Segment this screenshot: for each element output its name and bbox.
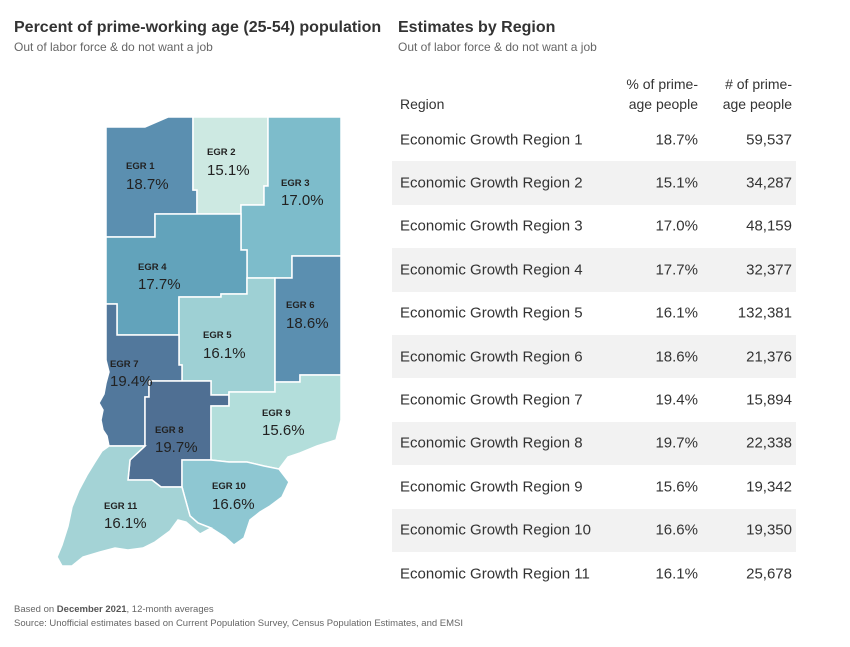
table-row: Economic Growth Region 7 19.4% 15,894: [392, 378, 796, 421]
cell-region: Economic Growth Region 7: [400, 391, 583, 409]
cell-pct: 19.7%: [655, 434, 698, 452]
egr-4-code-label: EGR 4: [138, 262, 167, 273]
cell-pct: 15.6%: [655, 478, 698, 496]
cell-num: 19,342: [746, 478, 792, 496]
cell-num: 25,678: [746, 565, 792, 583]
egr-10-code-label: EGR 10: [212, 481, 246, 492]
egr-4-pct-label: 17.7%: [138, 276, 181, 293]
table-row: Economic Growth Region 8 19.7% 22,338: [392, 421, 796, 466]
egr-7-code-label: EGR 7: [110, 359, 139, 370]
cell-region: Economic Growth Region 5: [400, 304, 583, 322]
table-row: Economic Growth Region 9 15.6% 19,342: [392, 465, 796, 508]
header-num-line2: age people: [722, 96, 792, 112]
egr-10-pct-label: 16.6%: [212, 496, 255, 513]
header-pct-line2: age people: [628, 96, 698, 112]
cell-pct: 16.1%: [655, 304, 698, 322]
cell-region: Economic Growth Region 3: [400, 217, 583, 235]
egr-5-pct-label: 16.1%: [203, 345, 246, 362]
table-title: Estimates by Region: [398, 19, 556, 36]
table-row: Economic Growth Region 11 16.1% 25,678: [392, 552, 796, 595]
egr-3-code-label: EGR 3: [281, 178, 310, 189]
header-region: Region: [400, 96, 445, 112]
cell-region: Economic Growth Region 8: [400, 434, 583, 452]
egr-6-code-label: EGR 6: [286, 300, 315, 311]
cell-num: 19,350: [746, 521, 792, 539]
header-pct-line1: % of prime-: [626, 76, 698, 92]
cell-region: Economic Growth Region 6: [400, 348, 583, 366]
table-subtitle: Out of labor force & do not want a job: [398, 40, 597, 54]
footer-based-on-date: December 2021: [56, 604, 127, 615]
cell-num: 21,376: [746, 348, 792, 366]
egr-2-code-label: EGR 2: [207, 147, 236, 158]
header-num-line1: # of prime-: [725, 76, 792, 92]
cell-pct: 19.4%: [655, 391, 698, 409]
cell-pct: 15.1%: [655, 174, 698, 192]
cell-pct: 17.0%: [655, 217, 698, 235]
egr-8-code-label: EGR 8: [155, 425, 184, 436]
egr-5-code-label: EGR 5: [203, 330, 232, 341]
cell-num: 32,377: [746, 261, 792, 279]
cell-pct: 16.6%: [655, 521, 698, 539]
table-row: Economic Growth Region 1 18.7% 59,537: [392, 118, 796, 161]
egr-8-pct-label: 19.7%: [155, 439, 198, 456]
cell-pct: 18.7%: [655, 131, 698, 149]
egr-1-code-label: EGR 1: [126, 161, 155, 172]
footer-based-on-prefix: Based on: [14, 604, 57, 615]
egr-7-pct-label: 19.4%: [110, 373, 153, 390]
table-row: Economic Growth Region 2 15.1% 34,287: [392, 161, 796, 205]
cell-num: 48,159: [746, 217, 792, 235]
footer-based-on: Based on December 2021, 12-month average…: [14, 604, 214, 615]
cell-num: 15,894: [746, 391, 792, 409]
cell-pct: 16.1%: [655, 565, 698, 583]
table-row: Economic Growth Region 4 17.7% 32,377: [392, 248, 796, 292]
egr-11-code-label: EGR 11: [104, 501, 138, 512]
egr-2-pct-label: 15.1%: [207, 162, 250, 179]
egr-11-pct-label: 16.1%: [104, 515, 147, 532]
table-row: Economic Growth Region 3 17.0% 48,159: [392, 205, 796, 248]
cell-num: 132,381: [737, 304, 792, 322]
table-body: Economic Growth Region 1 18.7% 59,537 Econo…: [392, 118, 796, 595]
cell-region: Economic Growth Region 9: [400, 478, 583, 496]
cell-region: Economic Growth Region 11: [400, 565, 590, 583]
estimates-table: Region % of prime- age people # of prime…: [392, 70, 796, 595]
map-subtitle: Out of labor force & do not want a job: [14, 40, 213, 54]
cell-num: 34,287: [746, 174, 792, 192]
egr-6-pct-label: 18.6%: [286, 315, 329, 332]
cell-pct: 18.6%: [655, 348, 698, 366]
cell-region: Economic Growth Region 2: [400, 174, 583, 192]
header-num: # of prime- age people: [704, 74, 792, 114]
cell-num: 22,338: [746, 434, 792, 452]
footer-source: Source: Unofficial estimates based on Cu…: [14, 618, 464, 629]
egr-9-pct-label: 15.6%: [262, 422, 305, 439]
cell-num: 59,537: [746, 131, 792, 149]
table-row: Economic Growth Region 6 18.6% 21,376: [392, 334, 796, 379]
table-header: Region % of prime- age people # of prime…: [392, 70, 796, 118]
cell-region: Economic Growth Region 10: [400, 521, 591, 539]
table-row: Economic Growth Region 10 16.6% 19,350: [392, 508, 796, 552]
map-title: Percent of prime-working age (25-54) pop…: [14, 19, 382, 36]
indiana-region-map: EGR 1 18.7% EGR 2 15.1% EGR 3 17.0% EGR …: [56, 116, 342, 567]
cell-region: Economic Growth Region 4: [400, 261, 583, 279]
header-pct: % of prime- age people: [588, 74, 698, 114]
egr-1-pct-label: 18.7%: [126, 176, 169, 193]
footer-based-on-suffix: , 12-month averages: [126, 604, 214, 615]
region-egr-11[interactable]: [56, 445, 213, 567]
table-row: Economic Growth Region 5 16.1% 132,381: [392, 292, 796, 335]
egr-3-pct-label: 17.0%: [281, 192, 324, 209]
cell-region: Economic Growth Region 1: [400, 131, 583, 149]
egr-9-code-label: EGR 9: [262, 408, 291, 419]
cell-pct: 17.7%: [655, 261, 698, 279]
